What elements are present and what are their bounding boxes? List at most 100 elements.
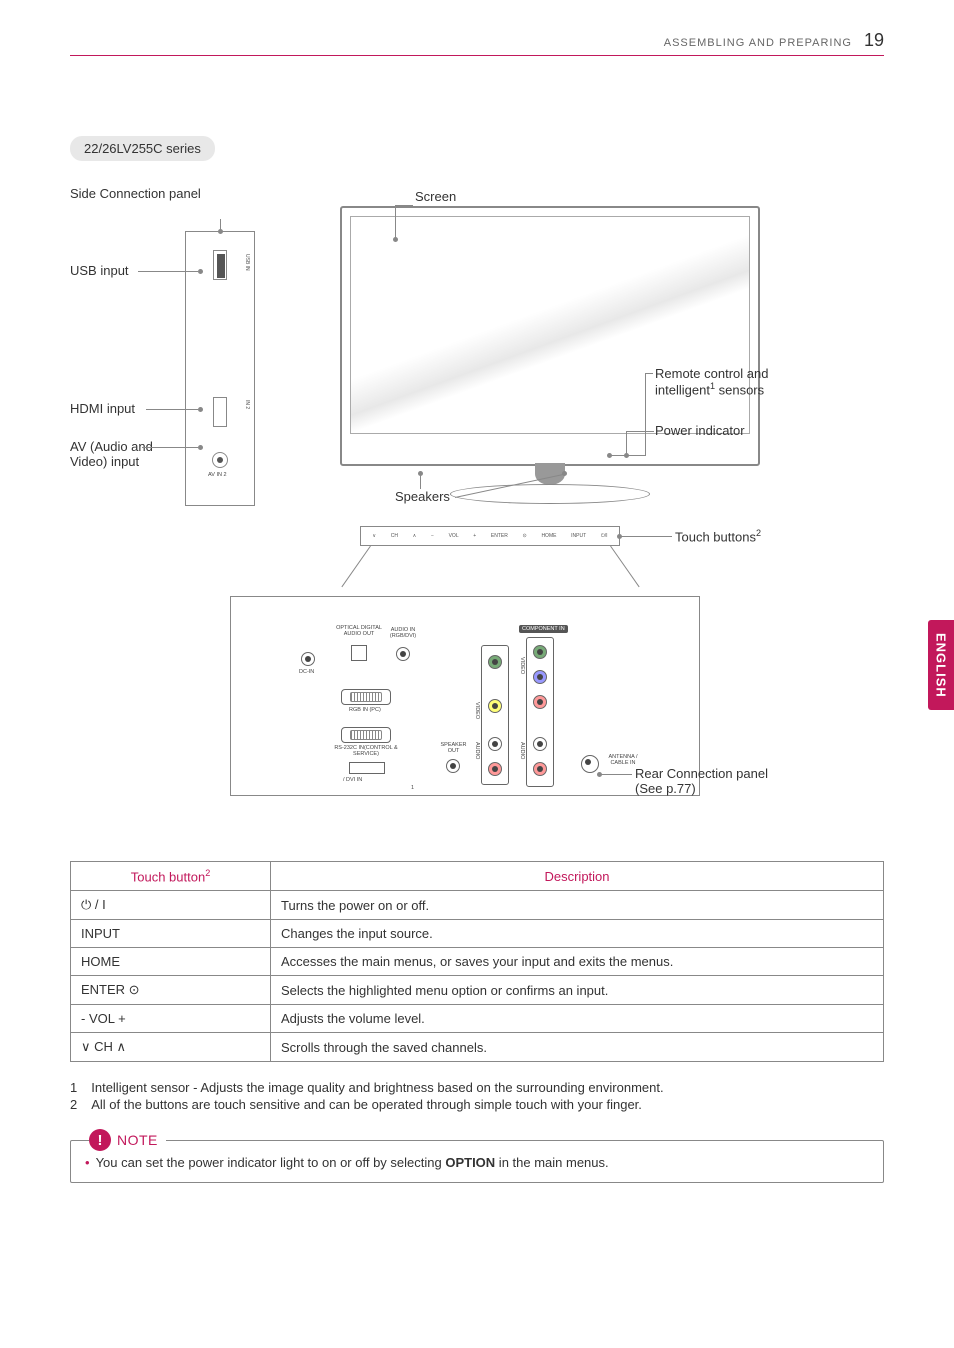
leader-line [395,205,413,206]
leader-dot [562,471,567,476]
rgb-label: RGB IN (PC) [349,707,381,713]
series-badge: 22/26LV255C series [70,136,215,161]
comp-video-label: VIDEO [519,657,525,674]
note-text: You can set the power indicator light to… [96,1155,609,1170]
touch-btn: ⏻/I [601,533,608,539]
leader-dot [198,407,203,412]
touch-buttons-label: Touch buttons2 [675,528,761,544]
table-row: ⏻ / I Turns the power on or off. [71,891,884,920]
note-post: in the main menus. [495,1155,608,1170]
comp-l [533,737,547,751]
th-btn-text: Touch button [131,869,205,884]
footnote-num: 1 [70,1080,77,1095]
usb-port-label: USB IN [244,254,250,271]
hdmi-one-label: 1 [411,785,414,791]
touch-btn: INPUT [571,533,586,539]
leader-line [620,536,672,537]
btn-cell: HOME [71,948,271,976]
speakers-label: Speakers [395,489,450,504]
desc-cell: Selects the highlighted menu option or c… [271,976,884,1005]
footnote-row: 2 All of the buttons are touch sensitive… [70,1097,884,1112]
optical-port-icon [351,645,367,661]
note-icon: ! [89,1129,111,1151]
note-bold: OPTION [445,1155,495,1170]
leader-dot [418,471,423,476]
hdmi-input-label: HDMI input [70,401,135,416]
btn-cell: ∨ CH ∧ [71,1033,271,1062]
hdmi-port-icon [213,397,227,427]
leader-dot [607,453,612,458]
leader-line [626,431,648,432]
table-row: ∨ CH ∧ Scrolls through the saved channel… [71,1033,884,1062]
optical-label: OPTICAL DIGITAL AUDIO OUT [336,625,382,637]
av-input-label: AV (Audio and Video) input [70,439,160,469]
leader-dot [624,453,629,458]
note-bullet: • You can set the power indicator light … [85,1155,869,1170]
comp-pb [533,670,547,684]
avin-audio-l [488,737,502,751]
connection-diagram: Side Connection panel USB IN IN 2 AV IN … [70,181,884,821]
rear-panel-label: Rear Connection panel (See p.77) [635,766,768,796]
page-number: 19 [864,30,884,51]
audioin-port-icon [396,647,410,661]
speakerout-label: SPEAKER OUT [436,742,471,754]
touch-btn: CH [391,533,398,539]
leader-line [138,271,198,272]
btn-cell: ⏻ / I [71,891,271,920]
touch-btn: ∨ [372,533,376,539]
leader-dot [617,534,622,539]
leader-line [146,409,198,410]
avin-audio-r [488,762,502,776]
leader-line [645,373,653,374]
table-row: INPUT Changes the input source. [71,920,884,948]
page-header: ASSEMBLING AND PREPARING 19 [70,30,884,56]
comp-pr [533,695,547,709]
leader-line [626,431,627,455]
rear-panel-ref: (See p.77) [635,781,696,796]
desc-cell: Changes the input source. [271,920,884,948]
touch-buttons-sup: 2 [756,528,761,538]
table-row: ENTER ⊙ Selects the highlighted menu opt… [71,976,884,1005]
leader-dot [597,772,602,777]
hdmi-rear-port-icon [349,762,385,774]
comp-audio-label: AUDIO [519,742,525,759]
footnotes: 1 Intelligent sensor - Adjusts the image… [70,1080,884,1112]
touch-btn: HOME [541,533,556,539]
note-pre: You can set the power indicator light to… [96,1155,446,1170]
touch-button-bar: ∨ CH ∧ − VOL + ENTER ⊙ HOME INPUT ⏻/I [360,526,620,546]
leader-line [220,219,221,231]
leader-line [395,205,396,240]
leader-line [648,431,654,432]
antenna-label: ANTENNA / CABLE IN [603,754,643,766]
power-indicator-label: Power indicator [655,423,745,438]
comp-y [533,645,547,659]
dcin-port-icon [301,652,315,666]
leader-line [600,774,632,775]
table-row: - VOL + Adjusts the volume level. [71,1005,884,1033]
touch-btn: + [473,533,476,539]
desc-cell: Accesses the main menus, or saves your i… [271,948,884,976]
desc-cell: Scrolls through the saved channels. [271,1033,884,1062]
footnote-text: All of the buttons are touch sensitive a… [91,1097,642,1112]
usb-input-label: USB input [70,263,129,278]
avin-video-icon [488,699,502,713]
footnote-num: 2 [70,1097,77,1112]
rgb-port-icon [341,689,391,705]
table-header-description: Description [271,862,884,891]
section-title: ASSEMBLING AND PREPARING [664,37,852,49]
avin-audio-label: AUDIO [474,742,480,759]
component-label: COMPONENT IN [519,625,568,633]
av-port-icon [212,452,228,468]
remote-sensor-label: Remote control and intelligent1 sensors [655,366,815,397]
touch-btn: ∧ [413,533,417,539]
antenna-port-icon [581,755,599,773]
touch-btn: ENTER [491,533,508,539]
leader-line [610,546,639,588]
avin-video-label: VIDEO [474,702,480,719]
side-panel-title: Side Connection panel [70,186,201,201]
screen-label: Screen [415,189,456,204]
touch-button-table: Touch button2 Description ⏻ / I Turns th… [70,861,884,1062]
th-btn-sup: 2 [205,868,210,878]
hdmi-port-label: IN 2 [244,400,250,409]
note-title: NOTE [117,1132,158,1148]
